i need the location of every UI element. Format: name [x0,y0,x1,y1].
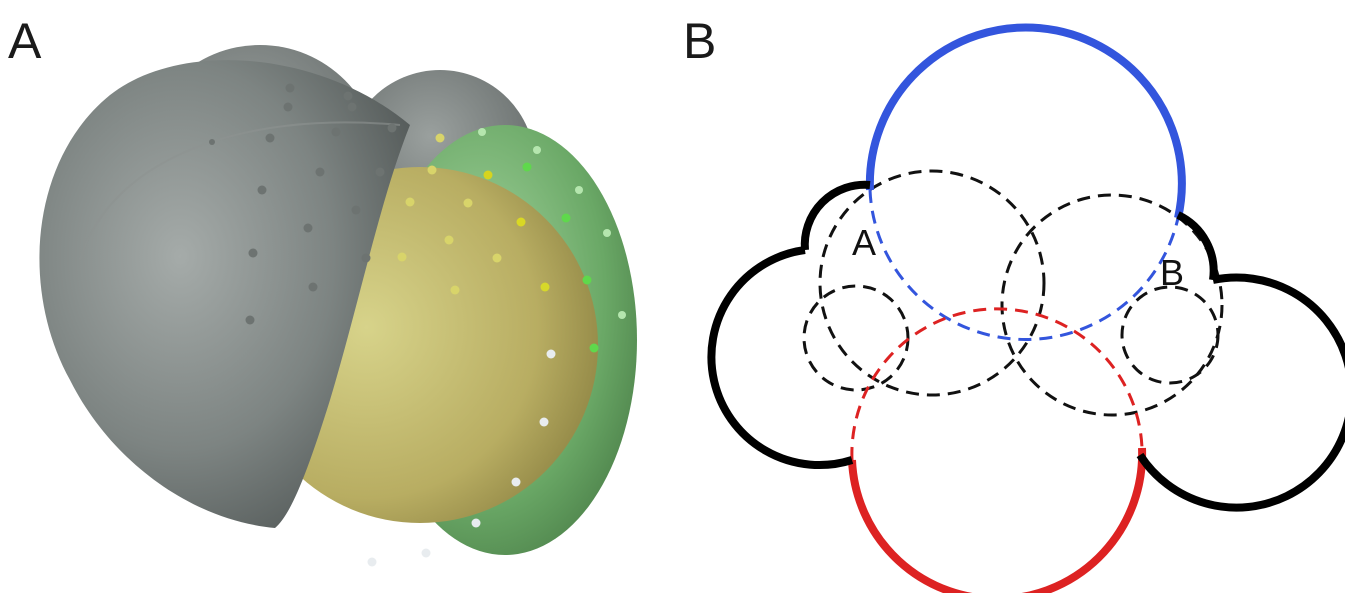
atom-label-a: A [852,222,876,263]
dashed-circle-b [1120,285,1220,385]
surface-dots-yellow [397,133,550,295]
black-arc-right-small [1176,211,1218,281]
surface-dots-gray [209,83,397,325]
gray-seam [79,121,401,261]
dashed-circle-a [818,169,1046,397]
blue-arc-solid [865,23,1186,219]
atom-label-b: B [1160,252,1184,293]
surface-dots-green [478,128,626,353]
black-arc-left-small [800,180,871,251]
red-arc-solid [848,447,1147,593]
panel-b-letter: B [683,13,717,69]
black-arc-left-large [707,246,854,470]
surface-dots-white [367,349,556,567]
panel-a-letter: A [8,13,42,69]
red-arc-dashed [850,307,1144,461]
black-arc-right-large [1136,273,1345,512]
blue-arc-dashed [868,189,1180,341]
dashed-circle-center [1000,193,1224,417]
molecule-surface [39,45,637,555]
circle-diagram: A B [707,23,1345,593]
dashed-circle-left [802,284,910,392]
gray-sphere-main [39,60,411,528]
